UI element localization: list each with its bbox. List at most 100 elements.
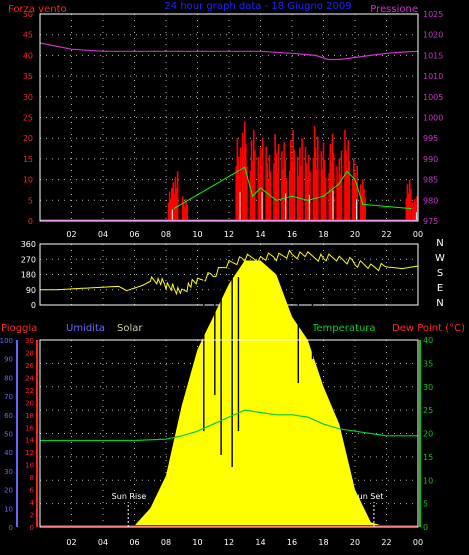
rain-ytick: 30 <box>25 337 34 345</box>
pressure-ytick: 1010 <box>423 72 443 81</box>
rain-ytick: 16 <box>25 424 34 432</box>
rain-ytick: 10 <box>25 462 34 470</box>
wind-panel-xtick: 20 <box>350 230 360 239</box>
sunset-label: Sun Set <box>353 492 384 501</box>
pressure-line <box>39 42 419 61</box>
direction-compass-label: N <box>436 298 443 309</box>
direction-compass-label: S <box>437 268 443 279</box>
direction-ytick: 180 <box>21 271 36 280</box>
temp-panel-xtick: 02 <box>66 538 76 547</box>
wind-ytick: 20 <box>23 134 33 143</box>
temp-panel-xtick: 06 <box>129 538 139 547</box>
rain-ytick: 8 <box>30 474 34 482</box>
rain-title: Pioggia <box>1 323 37 334</box>
wind-panel-xtick: 16 <box>287 230 297 239</box>
temperature-ytick: 25 <box>423 406 433 415</box>
humidity-ytick: 70 <box>4 393 13 401</box>
wind-ytick: 5 <box>28 196 33 205</box>
pressure-title: Pressione <box>370 4 418 15</box>
humidity-ytick: 100 <box>0 337 13 345</box>
wind-ytick: 35 <box>23 72 33 81</box>
wind-panel-xtick: 18 <box>318 230 328 239</box>
temp-panel-xtick: 00 <box>413 538 423 547</box>
wind-panel-xtick: 00 <box>413 230 423 239</box>
wind-ytick: 0 <box>28 217 33 226</box>
wind-avg-line <box>173 166 412 210</box>
temp-panel-xtick: 16 <box>287 538 297 547</box>
temp-panel-frame <box>39 339 419 528</box>
chart-title: 24 hour graph data - 18 Giugno 2009 <box>164 1 351 12</box>
temperature-ytick: 0 <box>423 523 428 532</box>
rain-ytick: 18 <box>25 412 34 420</box>
wind-ytick: 40 <box>23 51 33 60</box>
wind-panel-xtick: 12 <box>224 230 234 239</box>
pressure-ytick: 1025 <box>423 10 443 19</box>
direction-ytick: 360 <box>21 240 36 249</box>
wind-ytick: 30 <box>23 93 33 102</box>
wind-ytick: 15 <box>23 155 33 164</box>
temp-panel-xtick: 20 <box>350 538 360 547</box>
rain-ytick: 28 <box>25 349 34 357</box>
rain-ytick: 12 <box>25 449 34 457</box>
temperature-title: Temperatura <box>311 323 376 334</box>
temperature-ytick: 5 <box>423 500 428 509</box>
rain-ytick: 0 <box>30 524 34 532</box>
rain-ytick: 24 <box>25 374 34 382</box>
temperature-ytick: 15 <box>423 453 433 462</box>
direction-ytick: 270 <box>21 255 36 264</box>
direction-compass-label: W <box>435 253 445 264</box>
solar-title: Solar <box>117 323 143 334</box>
pressure-ytick: 995 <box>423 134 438 143</box>
humidity-ytick: 30 <box>4 468 13 476</box>
temperature-ytick: 20 <box>423 430 433 439</box>
direction-compass-label: E <box>437 283 443 294</box>
wind-panel-xtick: 10 <box>192 230 202 239</box>
rain-ytick: 26 <box>25 362 34 370</box>
wind-panel-xtick: 02 <box>66 230 76 239</box>
temp-panel-xtick: 14 <box>255 538 265 547</box>
pressure-ytick: 980 <box>423 196 438 205</box>
wind-panel-xtick: 08 <box>161 230 171 239</box>
wind-panel-xtick: 22 <box>381 230 391 239</box>
solar-area <box>40 260 418 527</box>
direction-compass-label: N <box>436 238 443 249</box>
temp-panel-xtick: 04 <box>98 538 108 547</box>
pressure-ytick: 985 <box>423 176 438 185</box>
temperature-line <box>40 409 418 442</box>
direction-ytick: 90 <box>26 286 36 295</box>
humidity-ytick: 90 <box>4 356 13 364</box>
temperature-ytick: 35 <box>423 359 433 368</box>
rain-ytick: 2 <box>30 512 34 520</box>
temp-panel-xtick: 22 <box>381 538 391 547</box>
humidity-ytick: 40 <box>4 449 13 457</box>
rain-ytick: 14 <box>25 437 34 445</box>
humidity-title: Umidita <box>66 323 105 334</box>
rain-ytick: 20 <box>25 399 34 407</box>
rain-ytick: 6 <box>30 487 35 495</box>
wind-ytick: 25 <box>23 114 33 123</box>
temperature-ytick: 30 <box>423 383 433 392</box>
direction-ytick: 0 <box>31 301 36 310</box>
wind-ytick: 45 <box>23 31 33 40</box>
pressure-ytick: 1005 <box>423 93 443 102</box>
pressure-ytick: 1015 <box>423 51 443 60</box>
humidity-ytick: 0 <box>9 524 13 532</box>
wind-ytick: 10 <box>23 176 33 185</box>
temperature-ytick: 10 <box>423 476 433 485</box>
rain-ytick: 22 <box>25 387 34 395</box>
pressure-ytick: 1020 <box>423 31 443 40</box>
wind-panel-xtick: 06 <box>129 230 139 239</box>
humidity-ytick: 60 <box>4 412 13 420</box>
wind-panel-xtick: 14 <box>255 230 265 239</box>
temp-panel-xtick: 08 <box>161 538 171 547</box>
temp-panel-xtick: 12 <box>224 538 234 547</box>
pressure-ytick: 990 <box>423 155 438 164</box>
wind-panel-frame <box>39 13 419 222</box>
wind-ytick: 50 <box>23 10 33 19</box>
wind-panel-xtick: 04 <box>98 230 108 239</box>
temperature-ytick: 40 <box>423 336 433 345</box>
temp-panel-xtick: 18 <box>318 538 328 547</box>
wind-title: Forza vento <box>8 4 67 15</box>
pressure-ytick: 975 <box>423 217 438 226</box>
humidity-ytick: 10 <box>4 505 13 513</box>
